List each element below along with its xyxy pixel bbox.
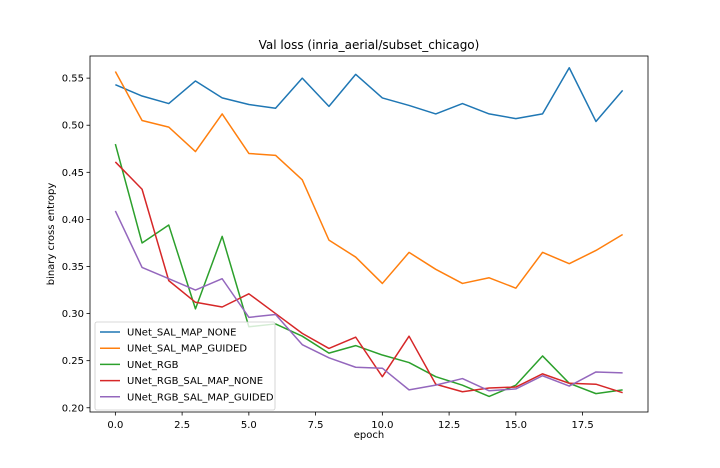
x-tick-label: 0.0	[107, 420, 123, 431]
chart-title: Val loss (inria_aerial/subset_chicago)	[259, 38, 480, 52]
legend-box	[94, 321, 276, 411]
series-lines	[114, 67, 624, 398]
x-tick-label: 7.5	[308, 420, 324, 431]
y-tick-label: 0.20	[62, 403, 84, 414]
x-tick-label: 15.0	[505, 420, 527, 431]
y-tick-label: 0.50	[62, 121, 84, 132]
x-tick-label: 5.0	[241, 420, 257, 431]
y-tick-label: 0.35	[62, 262, 84, 273]
y-tick-label: 0.40	[62, 215, 84, 226]
legend-label: UNet_RGB_SAL_MAP_NONE	[127, 376, 263, 387]
legend-label: UNet_SAL_MAP_NONE	[127, 328, 236, 339]
series-line-2	[114, 71, 624, 289]
x-tick-label: 12.5	[438, 420, 460, 431]
legend: UNet_SAL_MAP_NONE UNet_SAL_MAP_GUIDED UNet…	[94, 321, 276, 411]
y-tick-label: 0.45	[62, 168, 84, 179]
y-tick-label: 0.55	[62, 74, 84, 85]
y-axis-label: binary cross entropy	[46, 183, 57, 286]
y-axis: 0.20 0.25 0.30 0.35 0.40 0.45 0.50 0.55	[62, 74, 90, 414]
plot-frame	[89, 55, 649, 413]
legend-label: UNet_RGB_SAL_MAP_GUIDED	[127, 392, 274, 403]
series-line-5	[114, 210, 623, 392]
series-line-4	[114, 161, 623, 394]
x-tick-label: 2.5	[174, 420, 190, 431]
series-line-3	[114, 143, 623, 398]
legend-label: UNet_SAL_MAP_GUIDED	[127, 344, 247, 355]
y-tick-label: 0.30	[62, 309, 84, 320]
x-tick-label: 10.0	[371, 420, 393, 431]
y-tick-label: 0.25	[62, 356, 84, 367]
series-line-1	[115, 67, 624, 123]
legend-label: UNet_RGB	[127, 360, 179, 371]
x-axis-label: epoch	[354, 430, 384, 441]
x-axis: 0.0 2.5 5.0 7.5 10.0 12.5 15.0 17.5	[107, 412, 594, 431]
x-tick-label: 17.5	[571, 420, 593, 431]
